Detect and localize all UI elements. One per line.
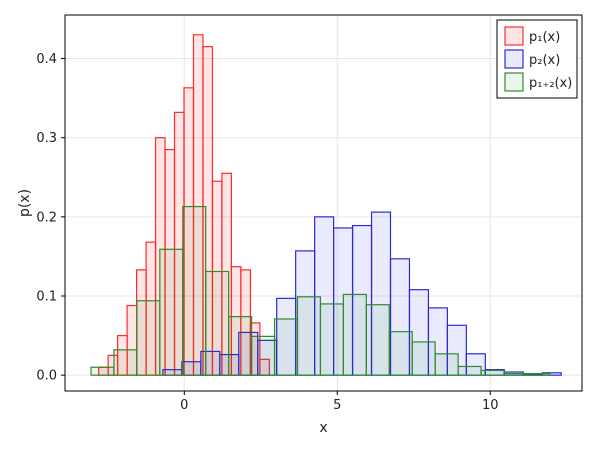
- histogram-bar: [434, 353, 459, 376]
- x-axis-label: x: [319, 420, 327, 436]
- histogram-bar: [136, 300, 161, 376]
- histogram-bar: [251, 335, 276, 376]
- y-tick-label: 0.0: [36, 369, 57, 384]
- histogram-bar: [503, 372, 528, 376]
- histogram-series: [90, 34, 562, 376]
- x-tick-label: 0: [180, 398, 188, 413]
- legend-entry-p2: p₂(x): [504, 49, 560, 69]
- legend: p₁(x) p₂(x) p₁₊₂(x): [496, 19, 578, 99]
- x-tick-label: 5: [333, 398, 341, 413]
- y-tick-label: 0.4: [36, 52, 57, 67]
- histogram-bar: [526, 372, 551, 376]
- histogram-bar: [182, 205, 207, 376]
- histogram-bar: [228, 315, 253, 376]
- plot-frame: [64, 14, 583, 392]
- y-tick-label: 0.3: [36, 131, 57, 146]
- series-3: [90, 205, 551, 376]
- histogram-bar: [159, 248, 184, 376]
- legend-swatch-p1plus2: [504, 72, 524, 92]
- histogram-bar: [388, 331, 413, 376]
- axis-ticks: 0 5 10 0.0 0.1 0.2 0.3 0.4: [36, 52, 498, 413]
- y-tick-label: 0.2: [36, 210, 57, 225]
- y-tick-label: 0.1: [36, 290, 57, 305]
- histogram-bar: [457, 365, 482, 376]
- histogram-bar: [113, 349, 138, 376]
- y-axis-label: p(x): [17, 189, 33, 217]
- histogram-bar: [319, 303, 344, 376]
- histogram-bar: [296, 296, 322, 376]
- legend-entry-p1plus2: p₁₊₂(x): [504, 72, 572, 92]
- legend-label-p2: p₂(x): [529, 53, 560, 68]
- histogram-bar: [273, 318, 299, 376]
- legend-swatch-p2: [504, 49, 524, 69]
- x-tick-label: 10: [482, 398, 499, 413]
- histogram-bar: [480, 369, 505, 376]
- legend-label-p1: p₁(x): [529, 30, 560, 45]
- legend-entry-p1: p₁(x): [504, 26, 560, 46]
- legend-swatch-p1: [504, 26, 524, 46]
- legend-box: [496, 19, 578, 99]
- histogram-bar: [365, 304, 390, 376]
- legend-label-p1plus2: p₁₊₂(x): [529, 76, 572, 91]
- histogram-bar: [90, 366, 115, 376]
- histogram-bar: [411, 341, 436, 376]
- histogram-bar: [342, 293, 367, 376]
- histogram-bar: [205, 270, 230, 376]
